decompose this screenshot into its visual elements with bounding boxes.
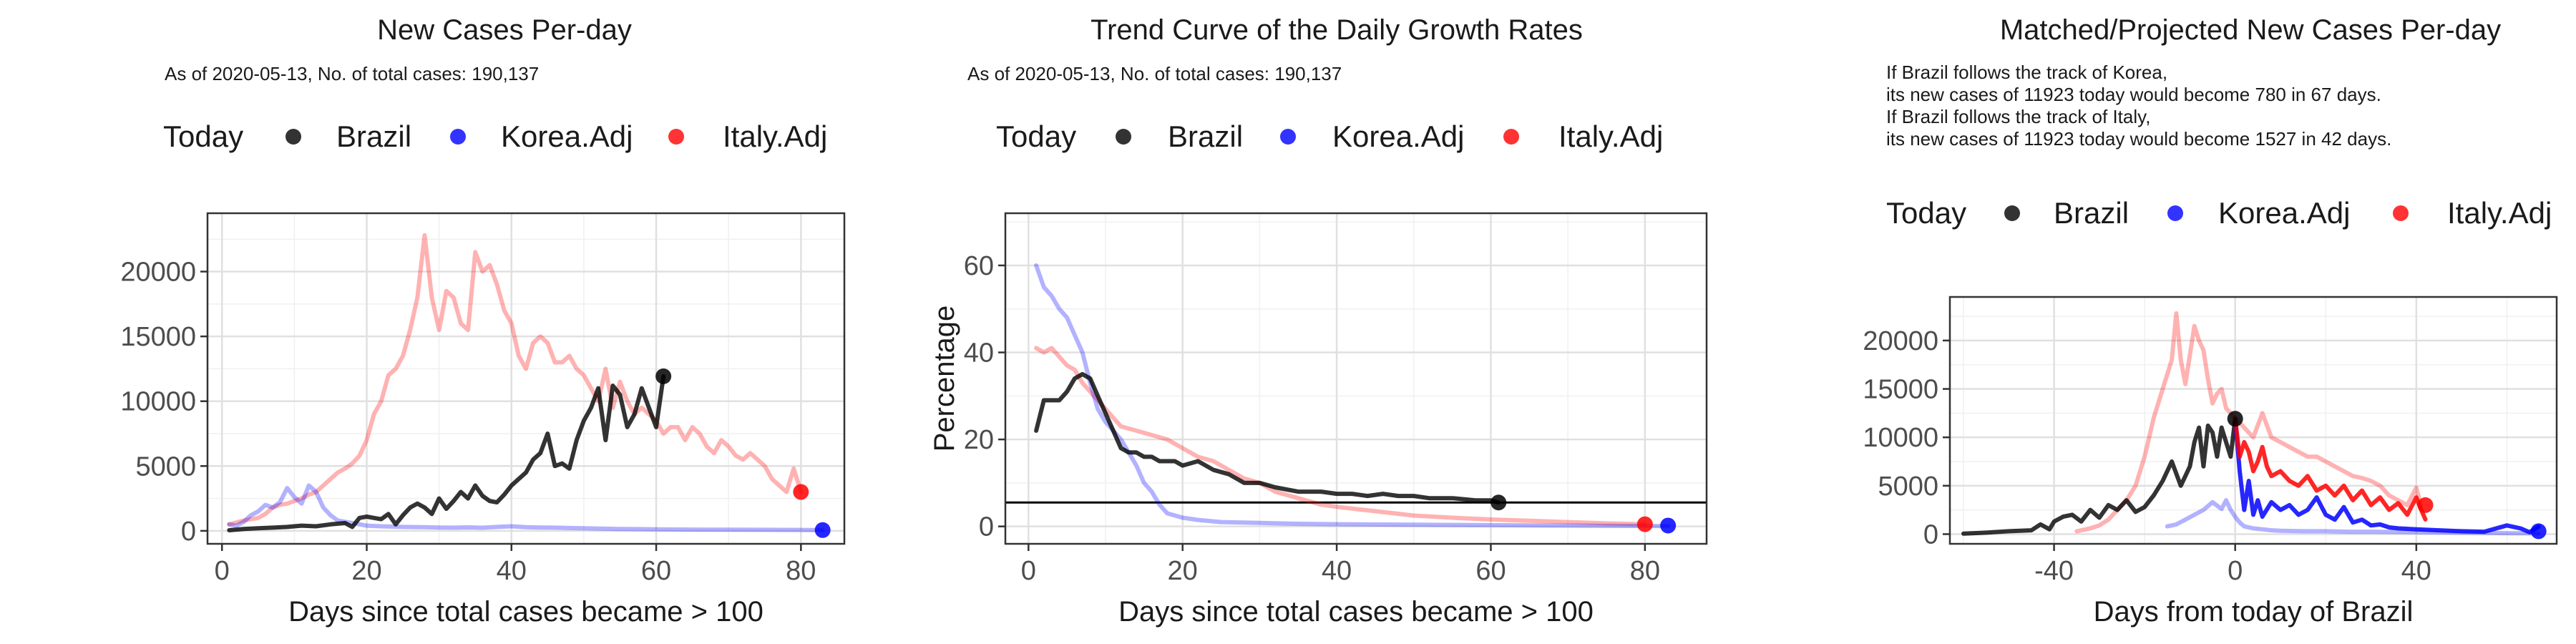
legend-label: Korea.Adj bbox=[1332, 119, 1464, 153]
legend-key-italy-adj bbox=[2393, 205, 2409, 221]
chart-title: Matched/Projected New Cases Per-day bbox=[2000, 14, 2501, 46]
legend-label: Korea.Adj bbox=[501, 119, 633, 153]
gridlines bbox=[208, 213, 844, 544]
series-lines bbox=[1961, 311, 2541, 536]
chart-title: Trend Curve of the Daily Growth Rates bbox=[1091, 14, 1583, 46]
chart-subtitle-line: its new cases of 11923 today would becom… bbox=[1886, 128, 2391, 150]
x-tick-label: 60 bbox=[1475, 556, 1506, 586]
x-tick-label: 40 bbox=[1322, 556, 1352, 586]
y-tick-label: 0 bbox=[1923, 519, 1938, 550]
legend-key-brazil bbox=[286, 129, 301, 145]
y-tick-label: 10000 bbox=[120, 387, 196, 417]
chart-subtitle-line: its new cases of 11923 today would becom… bbox=[1886, 84, 2381, 105]
legend: Today Brazil Korea.Adj Italy.Adj bbox=[163, 119, 827, 153]
legend-key-brazil bbox=[1116, 129, 1131, 145]
y-tick-label: 15000 bbox=[1863, 375, 1938, 405]
y-tick-label: 20 bbox=[964, 425, 994, 455]
series-line-italy-adj-projected bbox=[2233, 416, 2428, 522]
legend-label: Brazil bbox=[1168, 119, 1243, 153]
legend-key-brazil bbox=[2004, 205, 2020, 221]
today-point-brazil bbox=[1491, 494, 1507, 511]
legend-label: Brazil bbox=[2054, 196, 2129, 230]
series-lines bbox=[227, 233, 825, 532]
today-point-korea-adj bbox=[1660, 517, 1677, 534]
legend-key-italy-adj bbox=[1503, 129, 1519, 145]
y-tick-label: 60 bbox=[964, 251, 994, 281]
y-tick-label: 5000 bbox=[135, 452, 196, 482]
today-point-brazil bbox=[655, 368, 672, 384]
chart-panel-3: Matched/Projected New Cases Per-day If Br… bbox=[1863, 14, 2558, 628]
chart-subtitle-line: As of 2020-05-13, No. of total cases: 19… bbox=[967, 63, 1342, 84]
plot-border bbox=[1004, 212, 1708, 545]
legend-label: Italy.Adj bbox=[1558, 119, 1663, 153]
series-line-brazil bbox=[227, 374, 666, 532]
today-point-korea-adj bbox=[2530, 523, 2547, 540]
chart-subtitle-line: As of 2020-05-13, No. of total cases: 19… bbox=[165, 63, 539, 84]
y-tick-label: 10000 bbox=[1863, 423, 1938, 453]
legend-label: Italy.Adj bbox=[2447, 196, 2552, 230]
y-tick-label: 5000 bbox=[1878, 472, 1938, 502]
series-line-korea-adj-matched bbox=[2165, 498, 2541, 536]
today-point-italy-adj bbox=[2417, 497, 2434, 513]
series-line-korea-adj bbox=[1034, 263, 1671, 529]
legend-label: Italy.Adj bbox=[723, 119, 827, 153]
plot-border bbox=[206, 212, 846, 545]
x-tick-label: 20 bbox=[351, 556, 381, 586]
series-line-italy-adj bbox=[1034, 346, 1647, 527]
series-line-korea-adj-projected bbox=[2233, 416, 2541, 535]
chart-subtitle-line: If Brazil follows the track of Korea, bbox=[1886, 62, 2167, 83]
series-line-italy-adj bbox=[227, 233, 804, 527]
plot-area bbox=[208, 213, 844, 544]
legend-key-korea-adj bbox=[1280, 129, 1296, 145]
chart-panel-1: New Cases Per-day As of 2020-05-13, No. o… bbox=[120, 14, 846, 628]
x-tick-label: 0 bbox=[215, 556, 230, 586]
x-tick-label: 80 bbox=[786, 556, 816, 586]
series-line-brazil bbox=[1034, 371, 1501, 505]
x-tick-label: 20 bbox=[1168, 556, 1198, 586]
y-axis-label: Percentage bbox=[929, 306, 960, 452]
today-point-brazil bbox=[2227, 411, 2243, 427]
x-axis-label: Days since total cases became > 100 bbox=[1118, 596, 1594, 628]
legend: Today Brazil Korea.Adj Italy.Adj bbox=[996, 119, 1663, 153]
x-axis-label: Days since total cases became > 100 bbox=[288, 596, 763, 628]
chart-panel-2: Trend Curve of the Daily Growth Rates As … bbox=[929, 14, 1708, 628]
today-point-italy-adj bbox=[1636, 516, 1653, 532]
y-tick-label: 20000 bbox=[120, 258, 196, 288]
x-tick-label: 40 bbox=[497, 556, 527, 586]
series-line-italy-adj-matched bbox=[2074, 311, 2424, 534]
legend-label: Brazil bbox=[336, 119, 411, 153]
series-line-brazil bbox=[1961, 416, 2238, 536]
legend-key-italy-adj bbox=[668, 129, 684, 145]
today-point-korea-adj bbox=[814, 522, 831, 538]
x-tick-label: 80 bbox=[1630, 556, 1660, 586]
y-tick-label: 0 bbox=[181, 517, 196, 547]
series-lines bbox=[1034, 263, 1671, 529]
legend-title: Today bbox=[163, 119, 243, 153]
x-tick-label: -40 bbox=[2034, 556, 2074, 586]
y-tick-label: 15000 bbox=[120, 322, 196, 352]
plot-area bbox=[1005, 213, 1707, 544]
y-tick-label: 20000 bbox=[1863, 326, 1938, 356]
x-axis-label: Days from today of Brazil bbox=[2094, 596, 2414, 628]
plot-border bbox=[1948, 296, 2558, 545]
legend-title: Today bbox=[996, 119, 1076, 153]
y-tick-label: 40 bbox=[964, 338, 994, 369]
legend-title: Today bbox=[1886, 196, 1966, 230]
gridlines bbox=[1005, 213, 1707, 544]
x-tick-label: 40 bbox=[2401, 556, 2431, 586]
today-point-italy-adj bbox=[793, 484, 809, 500]
chart-title: New Cases Per-day bbox=[377, 14, 632, 46]
x-tick-label: 0 bbox=[2228, 556, 2243, 586]
x-tick-label: 0 bbox=[1021, 556, 1036, 586]
series-line-korea-adj bbox=[227, 483, 825, 532]
legend-key-korea-adj bbox=[2167, 205, 2183, 221]
x-tick-label: 60 bbox=[641, 556, 671, 586]
legend-key-korea-adj bbox=[450, 129, 466, 145]
chart-subtitle-line: If Brazil follows the track of Italy, bbox=[1886, 106, 2150, 127]
y-tick-label: 0 bbox=[979, 512, 994, 542]
legend-label: Korea.Adj bbox=[2218, 196, 2350, 230]
legend: Today Brazil Korea.Adj Italy.Adj bbox=[1886, 196, 2552, 230]
